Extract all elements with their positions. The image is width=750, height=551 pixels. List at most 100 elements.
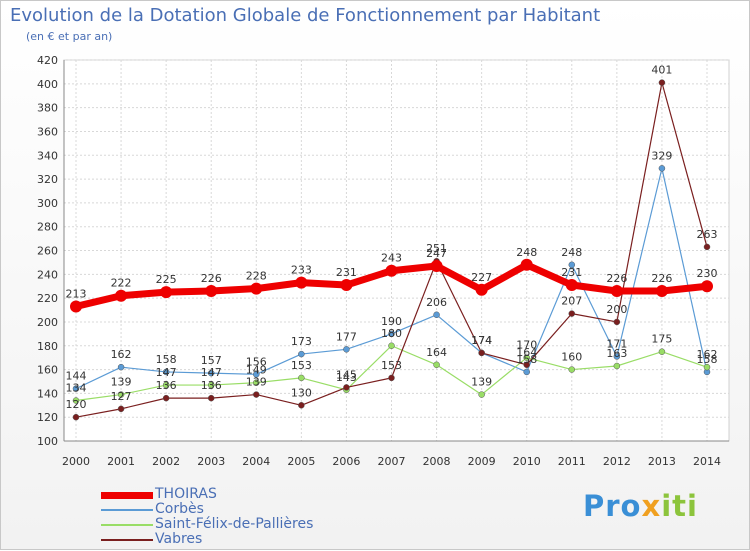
- y-tick-label: 120: [37, 411, 58, 424]
- data-label: 144: [66, 370, 87, 383]
- data-label: 228: [246, 270, 267, 283]
- data-label: 180: [381, 327, 402, 340]
- data-point: [433, 361, 440, 369]
- data-label: 158: [516, 353, 537, 366]
- data-point: [343, 384, 350, 391]
- data-label: 231: [336, 266, 357, 279]
- data-point: [117, 363, 125, 371]
- data-label: 139: [111, 376, 132, 389]
- legend-swatch: [101, 539, 153, 541]
- y-tick-label: 340: [37, 149, 58, 162]
- y-tick-label: 140: [37, 387, 58, 400]
- data-point: [298, 350, 305, 358]
- data-point: [658, 79, 666, 86]
- data-point: [433, 311, 440, 319]
- x-tick-label: 2012: [603, 455, 631, 468]
- x-tick-label: 2011: [558, 455, 586, 468]
- x-tick-label: 2008: [423, 455, 451, 468]
- data-point: [162, 394, 170, 402]
- data-label: 157: [201, 354, 222, 367]
- y-tick-label: 380: [37, 102, 58, 115]
- data-label: 207: [561, 295, 582, 308]
- data-label: 213: [66, 287, 87, 300]
- data-point: [207, 369, 215, 377]
- data-label: 248: [516, 246, 537, 259]
- data-point: [115, 289, 128, 302]
- data-point: [162, 381, 170, 389]
- data-label: 160: [561, 351, 582, 364]
- data-point: [72, 413, 80, 421]
- legend-label: THOIRAS: [155, 486, 217, 502]
- y-tick-label: 260: [37, 245, 58, 258]
- chart-title: Evolution de la Dotation Globale de Fonc…: [10, 5, 601, 26]
- y-tick-label: 160: [37, 364, 58, 377]
- data-point: [568, 261, 576, 269]
- y-tick-label: 180: [37, 340, 58, 353]
- data-label: 139: [471, 376, 492, 389]
- logo-part-3: iti: [661, 489, 698, 523]
- data-point: [253, 371, 260, 378]
- data-point: [343, 346, 350, 353]
- data-point: [72, 397, 80, 404]
- x-tick-label: 2006: [332, 455, 360, 468]
- data-label: 247: [426, 247, 447, 260]
- logo-part-2: x: [641, 489, 662, 523]
- data-point: [298, 402, 305, 409]
- data-label: 153: [291, 359, 312, 372]
- data-label: 147: [201, 366, 222, 379]
- data-label: 230: [697, 267, 718, 280]
- legend-label: Saint-Félix-de-Pallières: [155, 516, 314, 532]
- data-point: [523, 368, 530, 376]
- data-point: [478, 391, 485, 398]
- data-label: 227: [471, 271, 492, 284]
- x-tick-label: 2013: [648, 455, 676, 468]
- data-point: [568, 310, 576, 317]
- data-label: 173: [291, 335, 312, 348]
- data-point: [658, 165, 666, 172]
- data-point: [523, 361, 530, 369]
- data-point: [385, 264, 398, 277]
- x-tick-label: 2002: [152, 455, 180, 468]
- data-label: 162: [697, 348, 718, 361]
- data-label: 130: [291, 386, 312, 399]
- data-point: [613, 353, 621, 360]
- proxiti-logo: Proxiti: [583, 489, 698, 523]
- data-label: 226: [606, 272, 627, 285]
- data-point: [298, 374, 305, 382]
- x-tick-label: 2004: [242, 455, 270, 468]
- y-tick-label: 200: [37, 316, 58, 329]
- data-label: 158: [156, 353, 177, 366]
- x-tick-label: 2005: [287, 455, 315, 468]
- data-label: 139: [246, 376, 267, 389]
- data-label: 174: [471, 334, 492, 347]
- y-tick-label: 300: [37, 197, 58, 210]
- x-tick-label: 2010: [513, 455, 541, 468]
- data-point: [658, 348, 666, 355]
- data-point: [478, 349, 485, 357]
- data-point: [160, 286, 173, 299]
- x-tick-label: 2014: [693, 455, 721, 468]
- data-label: 243: [381, 252, 402, 265]
- chart-subtitle: (en € et par an): [26, 30, 113, 43]
- x-tick-label: 2001: [107, 455, 135, 468]
- legend-label: Corbès: [155, 501, 204, 517]
- data-point: [253, 379, 260, 386]
- data-point: [340, 279, 353, 292]
- x-tick-label: 2000: [62, 455, 90, 468]
- data-label: 190: [381, 315, 402, 328]
- data-point: [388, 374, 395, 382]
- data-label: 329: [651, 149, 672, 162]
- data-point: [117, 391, 125, 398]
- data-point: [388, 330, 395, 338]
- x-tick-label: 2003: [197, 455, 225, 468]
- logo-part-1: Pro: [583, 489, 642, 523]
- data-label: 164: [516, 346, 537, 359]
- data-label: 251: [426, 242, 447, 255]
- legend-swatch: [101, 509, 153, 511]
- data-label: 153: [381, 359, 402, 372]
- y-tick-label: 100: [37, 435, 58, 448]
- data-label: 149: [246, 364, 267, 377]
- data-point: [703, 243, 711, 251]
- data-label: 174: [471, 334, 492, 347]
